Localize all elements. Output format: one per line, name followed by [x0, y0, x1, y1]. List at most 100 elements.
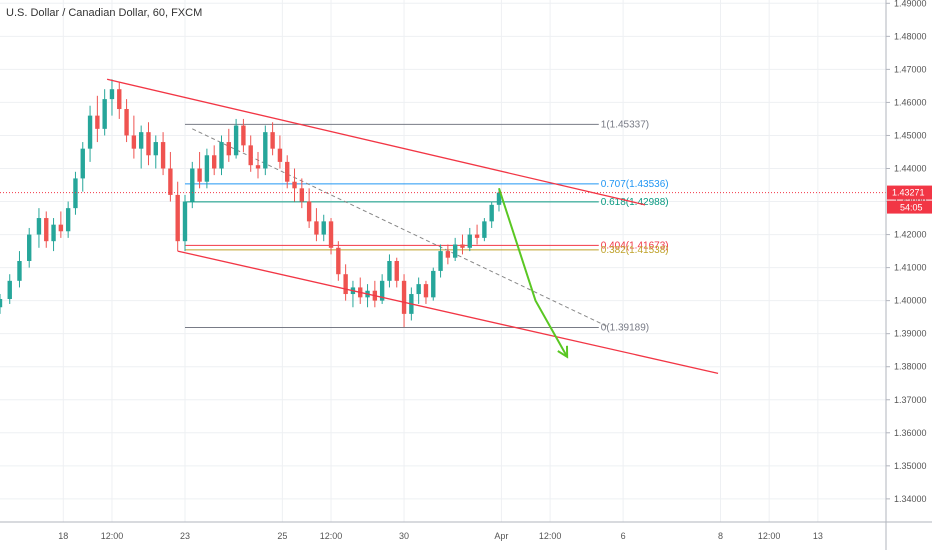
candle-body [452, 244, 458, 258]
candle-body [168, 168, 173, 195]
x-tick-label: 23 [180, 531, 190, 541]
candle-body [255, 165, 261, 169]
candle-body [80, 148, 85, 179]
candle-body [263, 132, 268, 169]
candle-body [17, 261, 22, 281]
x-tick-label: 12:00 [320, 531, 343, 541]
current-price-tag [887, 185, 932, 200]
candle-body [387, 261, 392, 281]
candle-body [379, 280, 385, 301]
candle-body [109, 89, 115, 100]
candle-body [416, 284, 421, 295]
y-tick-label: 1.48000 [894, 31, 927, 41]
candle-body [160, 142, 166, 169]
channel-lower-line[interactable] [177, 250, 719, 374]
x-tick-label: Apr [494, 531, 508, 541]
candle-body [131, 135, 137, 149]
current-price-label: 1.43271 [892, 188, 925, 198]
candle-body [175, 194, 180, 242]
x-tick-label: 18 [58, 531, 68, 541]
candle-body [27, 234, 32, 261]
y-tick-label: 1.49000 [894, 0, 927, 8]
fib-level-label: 1(1.45337) [601, 119, 649, 130]
grid [0, 0, 886, 522]
candle-body [95, 115, 100, 129]
projection-arrow-head [557, 345, 569, 359]
candle-body [146, 132, 151, 156]
candle-body [343, 274, 348, 295]
y-tick-label: 1.39000 [894, 329, 927, 339]
candle-body [438, 251, 443, 271]
candle-body [65, 208, 71, 232]
trend-drawings[interactable] [0, 78, 886, 374]
candle-body [197, 168, 202, 182]
candle-body [314, 221, 319, 235]
candle-body [36, 218, 42, 235]
fib-level-label: 0.707(1.43536) [601, 179, 669, 190]
candle-body [219, 142, 224, 169]
candle-body [44, 218, 49, 242]
candle-body [328, 221, 334, 248]
x-tick-label: 25 [277, 531, 287, 541]
candle-body [124, 109, 129, 136]
candle-body [212, 155, 217, 169]
candle-body [292, 181, 297, 189]
candle-body [204, 155, 210, 182]
y-tick-label: 1.44000 [894, 163, 927, 173]
fib-level-label: 0(1.39189) [601, 322, 649, 333]
candle-body [336, 247, 341, 275]
y-tick-label: 1.37000 [894, 395, 927, 405]
candle-body [102, 99, 107, 129]
x-tick-label: 13 [813, 531, 823, 541]
candle-body [241, 125, 246, 146]
candle-body [51, 224, 56, 242]
candle-body [7, 280, 12, 299]
candle-body [467, 234, 472, 248]
candle-body [423, 284, 429, 298]
fib-level-label: 0.382(1.41538) [601, 245, 669, 256]
x-tick-label: 12:00 [101, 531, 124, 541]
y-tick-label: 1.40000 [894, 296, 927, 306]
candle-body [190, 168, 195, 202]
candle-body [117, 89, 122, 110]
candle-body [285, 161, 290, 182]
candle-body [226, 142, 231, 156]
candle-body [277, 148, 283, 162]
candle-body [460, 244, 465, 248]
candles [0, 79, 502, 328]
candle-body [306, 201, 312, 222]
y-tick-label: 1.47000 [894, 64, 927, 74]
fib-retracement[interactable]: 1(1.45337)0.707(1.43536)0.618(1.42988)0.… [184, 119, 669, 333]
candle-body [182, 201, 188, 242]
candle-body [445, 251, 451, 258]
candle-body [431, 270, 436, 298]
x-tick-label: 12:00 [539, 531, 562, 541]
candle-body [394, 261, 399, 281]
projection-arrow-line[interactable] [498, 187, 568, 358]
y-tick-label: 1.34000 [894, 494, 927, 504]
candle-body [58, 224, 64, 232]
x-tick-label: 30 [399, 531, 409, 541]
candle-body [233, 125, 239, 156]
candle-body [73, 178, 78, 209]
x-tick-label: 8 [718, 531, 723, 541]
candle-body [321, 221, 326, 235]
channel-upper-line[interactable] [106, 78, 646, 206]
fib-level-label: 0.404(1.41673) [601, 240, 669, 251]
y-tick-label: 1.36000 [894, 428, 927, 438]
candle-body [153, 142, 158, 156]
candle-body [138, 132, 144, 149]
fib-trend-line[interactable] [192, 128, 609, 328]
x-tick-label: 12:00 [758, 531, 781, 541]
candle-body [482, 221, 487, 238]
x-tick-label: 6 [621, 531, 626, 541]
candle-body [489, 204, 494, 222]
y-tick-label: 1.41000 [894, 263, 927, 273]
candle-body [496, 192, 502, 205]
y-tick-label: 1.46000 [894, 97, 927, 107]
y-tick-label: 1.42000 [894, 230, 927, 240]
countdown-label: 54:05 [900, 203, 923, 213]
candle-body [87, 115, 93, 149]
